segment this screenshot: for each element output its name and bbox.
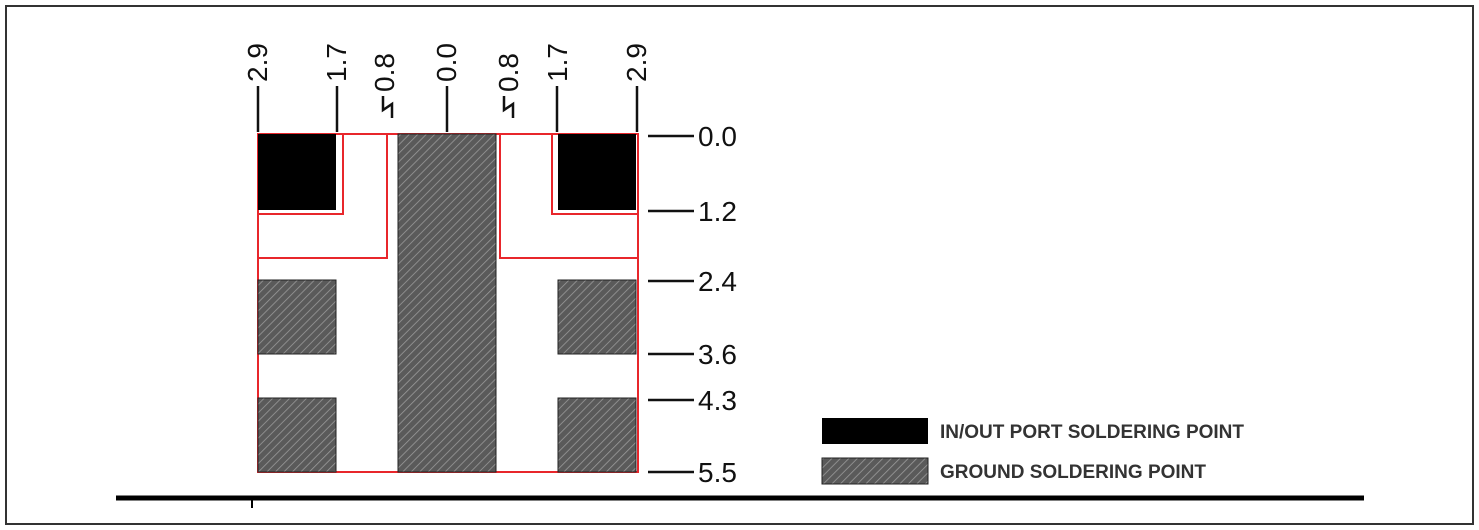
right-label-4: 3.6 [698,339,737,370]
legend-swatch-inout [822,418,928,444]
top-label-3: 0.8 [369,53,400,92]
top-label-5: 0.8 [493,53,524,92]
inout-pad-left [258,134,336,210]
ground-pad-left-middle [257,279,337,355]
legend-label-ground: GROUND SOLDERING POINT [940,462,1206,483]
ground-pad-left-bottom [257,397,337,473]
top-label-7: 2.9 [621,43,652,82]
top-label-1: 2.9 [242,43,273,82]
top-labels: 2.9 1.7 0.8 0.0 0.8 1.7 2.9 [242,43,652,92]
image-border [5,5,1474,525]
right-label-5: 4.3 [698,385,737,416]
top-dimension-lines [256,86,639,132]
legend-swatch-ground [821,457,929,485]
right-labels: 0.0 1.2 2.4 3.6 4.3 5.5 [698,121,737,488]
top-label-4: 0.0 [431,43,462,82]
right-label-3: 2.4 [698,266,737,297]
right-label-6: 5.5 [698,457,737,488]
legend-label-inout: IN/OUT PORT SOLDERING POINT [940,422,1244,443]
inout-pad-right [558,134,636,210]
ground-pad-right-bottom [557,397,637,473]
ground-pad-center [397,133,497,473]
right-dimension-lines [648,134,694,474]
top-label-6: 1.7 [542,43,573,82]
top-label-2: 1.7 [321,43,352,82]
right-label-1: 0.0 [698,121,737,152]
legend: IN/OUT PORT SOLDERING POINT GROUND SOLDE… [821,418,1244,485]
right-label-2: 1.2 [698,196,737,227]
ground-pad-right-middle [557,279,637,355]
